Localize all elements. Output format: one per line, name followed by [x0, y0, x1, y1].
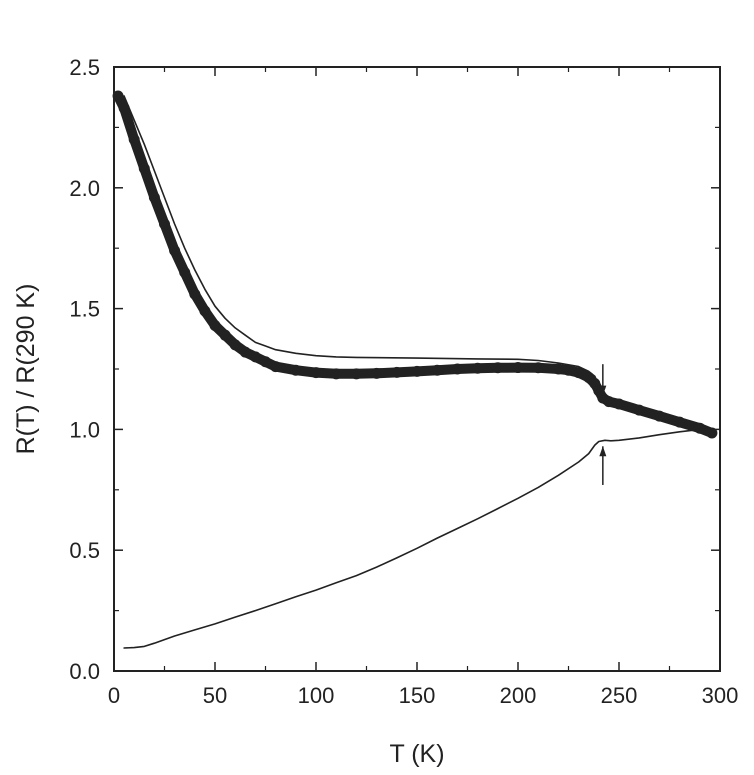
series-line-3 — [123, 428, 713, 649]
x-tick-label: 150 — [399, 683, 436, 708]
data-point — [138, 162, 150, 174]
data-point — [532, 362, 544, 374]
data-point — [260, 356, 271, 368]
y-tick-label: 1.0 — [69, 417, 100, 442]
data-point — [563, 364, 574, 376]
x-tick-label: 50 — [203, 683, 227, 708]
annotations — [599, 364, 607, 485]
data-point — [148, 191, 160, 203]
y-tick-label: 1.5 — [69, 297, 100, 322]
data-point — [159, 218, 170, 230]
data-point — [239, 346, 251, 358]
data-point — [552, 363, 564, 375]
x-tick-label: 100 — [298, 683, 335, 708]
x-axis-title: T (K) — [389, 740, 444, 768]
x-tick-label: 300 — [702, 683, 739, 708]
data-point — [512, 362, 524, 374]
data-point — [706, 427, 718, 439]
data-point — [391, 366, 403, 378]
tick-labels: 0 50 100 150 200 250 300 0.0 0.5 1.0 1.5 2.0 2.5 — [69, 55, 738, 708]
data-point — [229, 339, 241, 351]
data-point — [573, 367, 585, 379]
data-point — [451, 363, 463, 375]
data-point — [411, 365, 423, 377]
data-point — [199, 305, 211, 317]
data-point — [179, 266, 191, 278]
data-point — [270, 361, 282, 373]
data-point — [431, 364, 443, 376]
x-tick-label: 200 — [500, 683, 537, 708]
tick-marks — [113, 66, 721, 672]
series-line-1 — [113, 91, 717, 438]
data-point — [112, 90, 124, 102]
y-axis-title: R(T) / R(290 K) — [12, 284, 40, 455]
data-point — [371, 367, 383, 379]
data-point — [492, 362, 504, 374]
data-point — [330, 368, 342, 380]
arrow-down-head — [599, 385, 607, 396]
data-point — [128, 133, 140, 145]
arrow-up-head — [599, 446, 607, 457]
data-point — [350, 368, 362, 380]
x-tick-label: 250 — [601, 683, 638, 708]
data-point — [169, 245, 181, 257]
data-point — [189, 288, 201, 300]
data-point — [219, 329, 231, 341]
data-point — [310, 367, 322, 379]
data-point — [209, 320, 221, 332]
y-tick-label: 0.5 — [69, 538, 100, 563]
y-tick-label: 2.0 — [69, 176, 100, 201]
data-point — [118, 102, 130, 114]
x-tick-label: 0 — [108, 683, 120, 708]
y-tick-label: 0.0 — [69, 659, 100, 684]
y-tick-label: 2.5 — [69, 55, 100, 80]
data-point — [249, 351, 261, 363]
data-point — [472, 362, 484, 374]
data-series — [112, 90, 718, 649]
series-line-2 — [123, 95, 701, 429]
data-point — [290, 364, 302, 376]
